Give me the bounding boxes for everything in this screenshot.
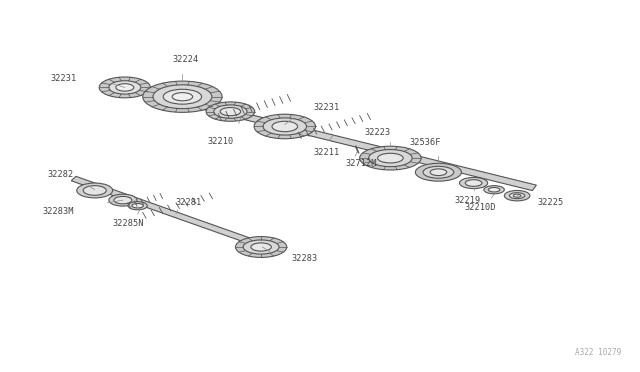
Polygon shape <box>71 176 281 253</box>
Polygon shape <box>110 81 536 190</box>
Text: 32283: 32283 <box>291 254 317 263</box>
Ellipse shape <box>488 187 500 192</box>
Ellipse shape <box>484 186 504 194</box>
Ellipse shape <box>99 77 150 98</box>
Ellipse shape <box>83 186 106 195</box>
Ellipse shape <box>423 166 454 178</box>
Text: 32223: 32223 <box>364 128 391 137</box>
Ellipse shape <box>214 105 247 118</box>
Text: 32282: 32282 <box>47 170 74 179</box>
Ellipse shape <box>77 183 113 198</box>
Ellipse shape <box>143 81 222 112</box>
Text: 32285N: 32285N <box>112 219 144 228</box>
Ellipse shape <box>243 240 279 254</box>
Text: 32210D: 32210D <box>464 203 496 212</box>
Ellipse shape <box>513 194 521 197</box>
Text: 32283M: 32283M <box>42 207 74 216</box>
Text: 32219: 32219 <box>454 196 481 205</box>
Ellipse shape <box>109 81 141 94</box>
Text: 32231: 32231 <box>51 74 77 83</box>
Ellipse shape <box>360 146 421 170</box>
Ellipse shape <box>116 84 134 91</box>
Ellipse shape <box>172 93 193 101</box>
Ellipse shape <box>272 121 298 132</box>
Text: A322 10279: A322 10279 <box>575 348 621 357</box>
Text: 32536F: 32536F <box>410 138 442 147</box>
Ellipse shape <box>236 237 287 257</box>
Ellipse shape <box>465 180 482 186</box>
Ellipse shape <box>206 102 255 121</box>
Ellipse shape <box>378 153 403 163</box>
Text: 32210: 32210 <box>207 137 234 146</box>
Ellipse shape <box>163 89 202 104</box>
Ellipse shape <box>430 169 447 176</box>
Ellipse shape <box>460 177 488 189</box>
Ellipse shape <box>109 194 137 206</box>
Text: 32281: 32281 <box>175 198 202 207</box>
Text: 32225: 32225 <box>538 198 564 207</box>
Text: 32224: 32224 <box>172 55 199 64</box>
Ellipse shape <box>509 193 525 199</box>
Ellipse shape <box>128 202 147 210</box>
Ellipse shape <box>251 243 271 251</box>
Ellipse shape <box>153 85 212 109</box>
Text: 32211: 32211 <box>314 148 340 157</box>
Ellipse shape <box>263 118 307 135</box>
Ellipse shape <box>220 108 241 116</box>
Ellipse shape <box>415 163 461 181</box>
Ellipse shape <box>504 190 530 201</box>
Text: 32231: 32231 <box>314 103 340 112</box>
Ellipse shape <box>254 114 316 139</box>
Ellipse shape <box>369 150 412 167</box>
Ellipse shape <box>132 203 143 208</box>
Ellipse shape <box>114 196 132 204</box>
Text: 32712M: 32712M <box>346 159 377 168</box>
